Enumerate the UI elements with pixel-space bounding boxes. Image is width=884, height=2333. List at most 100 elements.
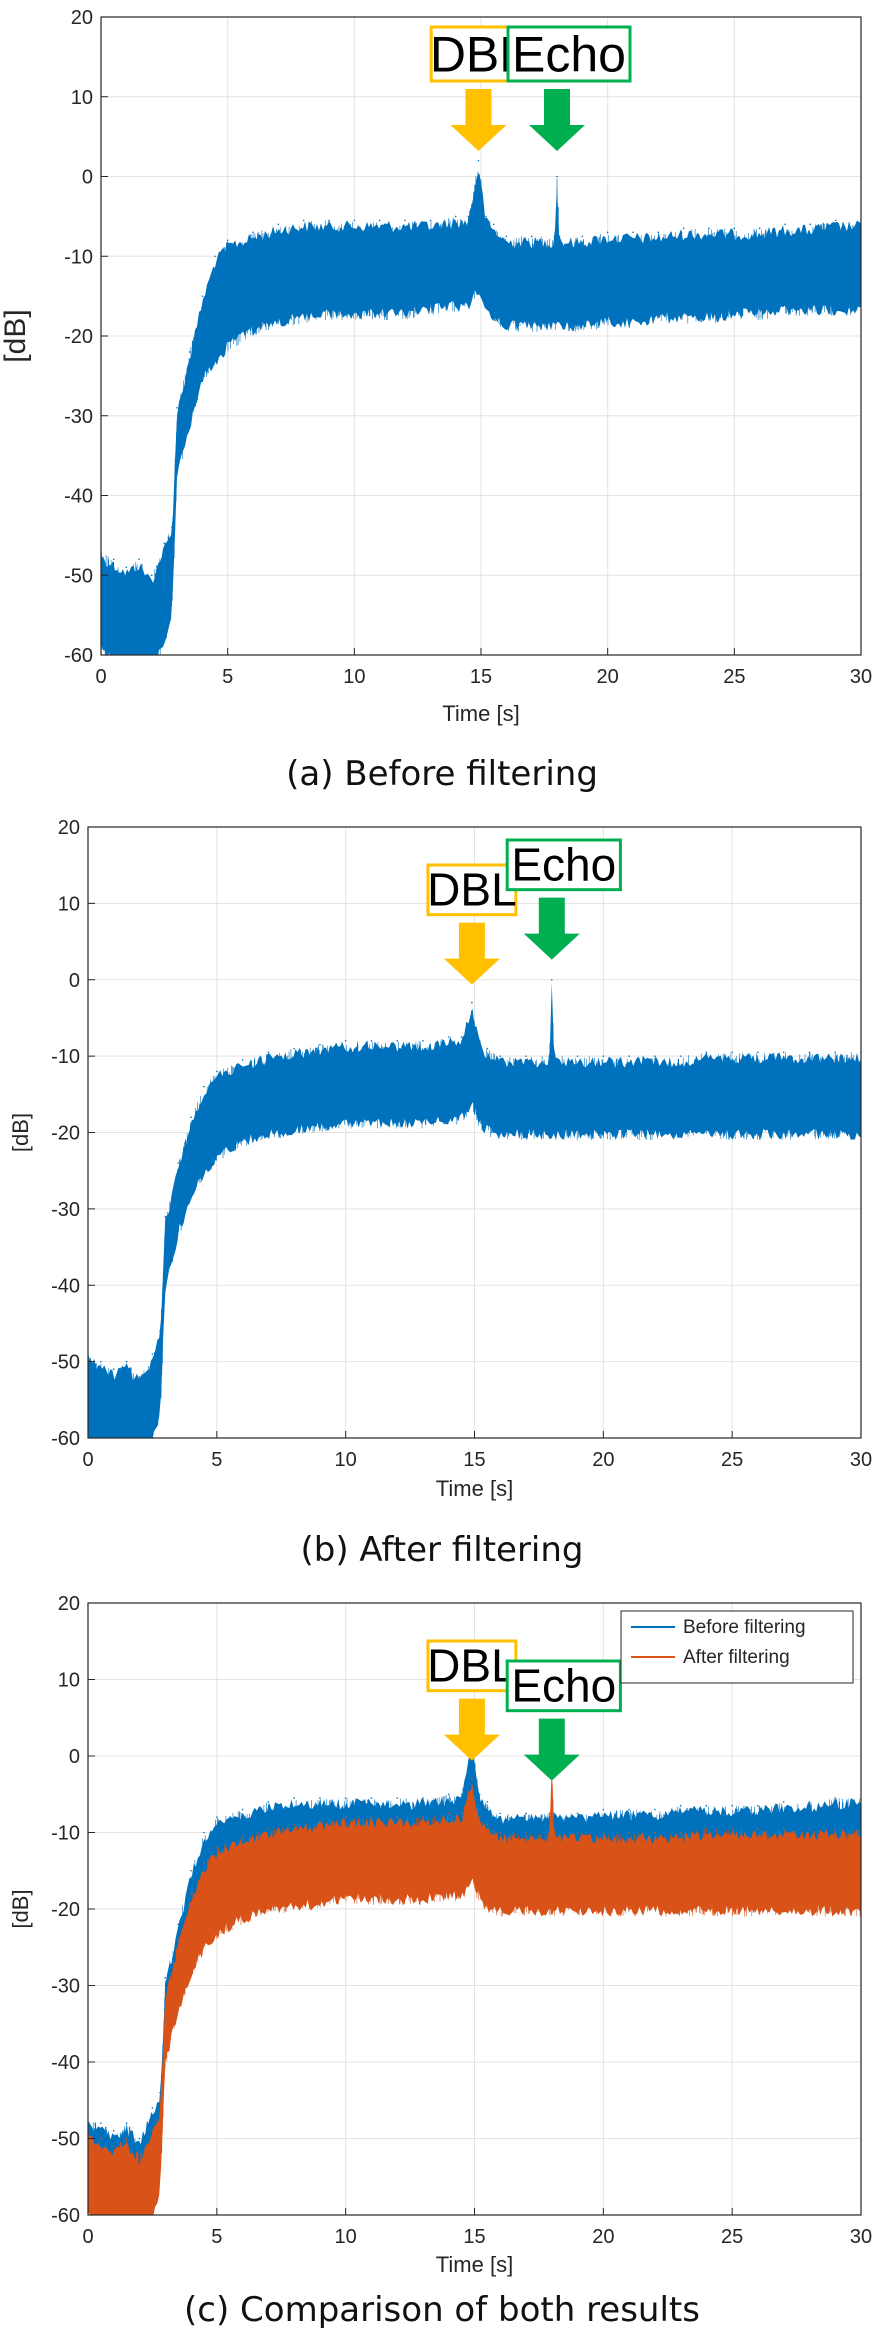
series-line xyxy=(88,1747,861,2215)
data-point xyxy=(328,219,330,222)
y-tick-label: 0 xyxy=(69,1746,80,1768)
data-point xyxy=(176,406,178,409)
figure-caption: (c) Comparison of both results xyxy=(184,2290,700,2330)
annotation-arrow xyxy=(523,897,580,960)
data-point xyxy=(478,1040,481,1042)
data-point xyxy=(460,1793,463,1796)
data-point xyxy=(782,1801,785,1803)
data-point xyxy=(679,1831,682,1834)
data-point xyxy=(429,219,432,222)
data-point xyxy=(138,2137,141,2140)
data-point xyxy=(834,1827,837,1830)
data-point xyxy=(171,526,173,529)
data-point xyxy=(454,215,457,218)
data-point xyxy=(486,1047,489,1050)
data-point xyxy=(757,1804,759,1807)
annotation-box xyxy=(505,838,622,892)
data-point xyxy=(396,1797,399,1799)
data-point xyxy=(422,1797,424,1799)
legend-box xyxy=(620,1610,854,1684)
data-point xyxy=(177,1162,179,1164)
x-tick-label: 15 xyxy=(463,2226,485,2248)
data-point xyxy=(344,1040,347,1042)
data-point xyxy=(151,1353,154,1355)
data-point xyxy=(216,1847,218,1849)
data-point xyxy=(553,1055,556,1057)
annotation-echo: Echo xyxy=(505,838,622,960)
data-point xyxy=(188,351,191,353)
data-point xyxy=(733,227,736,230)
data-point xyxy=(190,1892,192,1895)
x-tick-label: 5 xyxy=(211,1449,222,1471)
data-point xyxy=(530,235,533,238)
data-point xyxy=(705,1051,708,1054)
y-tick-label: 10 xyxy=(58,1670,80,1692)
x-axis-label: Time [s] xyxy=(442,701,519,726)
data-point xyxy=(548,1831,551,1834)
annotation-label: DBL xyxy=(427,864,516,916)
annotation-box xyxy=(505,1659,622,1713)
data-point xyxy=(378,219,381,222)
y-tick-label: -20 xyxy=(51,1899,80,1921)
data-layer xyxy=(88,978,861,1438)
data-point xyxy=(404,219,406,222)
data-point xyxy=(138,558,140,561)
y-tick-label: -30 xyxy=(51,1976,80,1998)
y-tick-label: -20 xyxy=(51,1123,80,1145)
y-tick-label: -10 xyxy=(51,1046,80,1068)
annotation-arrow xyxy=(443,922,500,985)
data-point xyxy=(125,566,128,569)
data-point xyxy=(525,1055,527,1057)
y-tick-label: -40 xyxy=(64,486,93,508)
data-point xyxy=(757,1827,759,1830)
data-point xyxy=(581,235,584,238)
data-point xyxy=(267,1827,270,1830)
data-point xyxy=(216,1816,218,1818)
y-tick-label: -20 xyxy=(64,326,93,348)
data-point xyxy=(576,1812,579,1815)
y-tick-label: -60 xyxy=(64,645,93,667)
y-tick-label: -60 xyxy=(51,2205,80,2227)
data-point xyxy=(602,1808,605,1811)
data-point xyxy=(159,1330,161,1332)
data-point xyxy=(731,1051,733,1054)
x-axis-label: Time [s] xyxy=(436,2252,513,2277)
y-tick-label: 0 xyxy=(69,970,80,992)
data-layer xyxy=(101,159,861,655)
data-point xyxy=(370,1040,373,1042)
data-point xyxy=(486,1801,489,1803)
data-point xyxy=(628,1831,630,1834)
y-axis-label: [dB] xyxy=(8,1113,33,1152)
data-point xyxy=(267,1801,270,1803)
data-point xyxy=(705,1804,708,1807)
data-point xyxy=(808,1801,811,1803)
data-point xyxy=(834,1797,837,1799)
annotation-box xyxy=(506,25,632,83)
x-tick-label: 10 xyxy=(343,666,365,688)
annotation-arrow xyxy=(443,1698,500,1761)
data-point xyxy=(100,1360,102,1363)
data-point xyxy=(657,231,660,234)
data-point xyxy=(241,1059,244,1061)
x-tick-label: 25 xyxy=(721,1449,743,1471)
data-point xyxy=(216,1070,218,1073)
data-point xyxy=(499,1831,502,1834)
y-tick-label: 20 xyxy=(58,1593,80,1615)
data-point xyxy=(628,1808,630,1811)
data-point xyxy=(808,1827,811,1830)
data-point xyxy=(447,1812,450,1815)
data-point xyxy=(151,2107,154,2109)
data-point xyxy=(602,1831,605,1834)
data-point xyxy=(112,2130,115,2132)
series-line xyxy=(88,1783,861,2215)
data-point xyxy=(396,1816,399,1818)
x-tick-label: 30 xyxy=(850,666,872,688)
x-tick-label: 15 xyxy=(470,666,492,688)
data-point xyxy=(834,1051,837,1054)
annotation-label: Echo xyxy=(511,1660,616,1712)
data-point xyxy=(353,219,356,222)
data-point xyxy=(758,227,761,230)
data-point xyxy=(602,1055,605,1057)
data-point xyxy=(150,574,153,577)
data-point xyxy=(422,1040,424,1042)
